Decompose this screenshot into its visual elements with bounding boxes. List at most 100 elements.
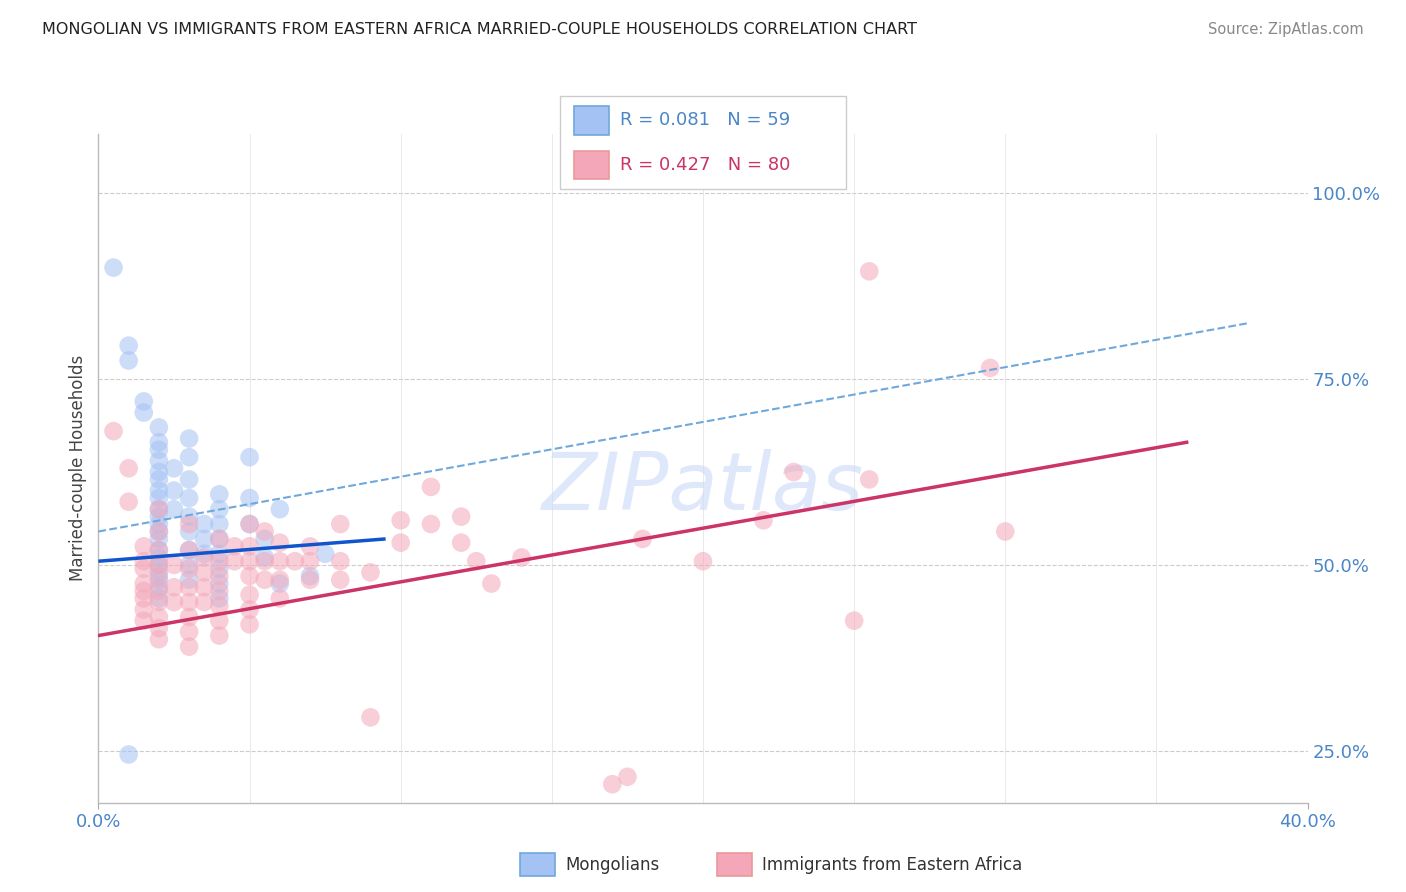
Point — [132, 584, 155, 599]
Point — [269, 576, 291, 591]
Point — [132, 554, 155, 568]
Point — [208, 547, 231, 561]
Point — [179, 491, 201, 505]
Point — [253, 550, 276, 565]
Point — [239, 554, 262, 568]
Point — [163, 595, 186, 609]
Point — [163, 558, 186, 572]
Point — [148, 558, 170, 572]
Point — [179, 610, 201, 624]
Point — [420, 517, 443, 532]
Point — [179, 543, 201, 558]
Point — [284, 554, 307, 568]
Point — [148, 595, 170, 609]
Point — [179, 450, 201, 465]
Point — [329, 554, 352, 568]
Point — [132, 406, 155, 420]
Point — [148, 573, 170, 587]
Point — [420, 480, 443, 494]
Point — [269, 554, 291, 568]
Text: Source: ZipAtlas.com: Source: ZipAtlas.com — [1208, 22, 1364, 37]
Point — [329, 573, 352, 587]
Text: Mongolians: Mongolians — [565, 856, 659, 874]
Point — [163, 461, 186, 475]
Point — [148, 502, 170, 516]
Point — [179, 573, 201, 587]
Point — [148, 532, 170, 546]
Point — [360, 566, 382, 580]
Point — [253, 573, 276, 587]
Point — [179, 595, 201, 609]
Point — [208, 532, 231, 546]
Point — [844, 614, 866, 628]
Y-axis label: Married-couple Households: Married-couple Households — [69, 355, 87, 582]
Point — [239, 617, 262, 632]
Point — [132, 614, 155, 628]
Point — [148, 473, 170, 487]
Point — [132, 591, 155, 606]
Point — [163, 483, 186, 498]
Point — [179, 473, 201, 487]
Point — [253, 532, 276, 546]
Point — [148, 491, 170, 505]
Point — [148, 632, 170, 647]
Point — [450, 535, 472, 549]
Point — [179, 624, 201, 639]
Point — [148, 524, 170, 539]
Point — [132, 602, 155, 616]
Point — [208, 614, 231, 628]
Point — [299, 569, 322, 583]
Text: R = 0.427   N = 80: R = 0.427 N = 80 — [620, 156, 790, 174]
Point — [239, 491, 262, 505]
Point — [179, 558, 201, 572]
Point — [783, 465, 806, 479]
Point — [360, 710, 382, 724]
Point — [269, 573, 291, 587]
Point — [253, 554, 276, 568]
Point — [148, 591, 170, 606]
Point — [389, 513, 412, 527]
Point — [193, 595, 215, 609]
Point — [239, 602, 262, 616]
Point — [208, 532, 231, 546]
Point — [179, 432, 201, 446]
Point — [239, 450, 262, 465]
Point — [858, 473, 880, 487]
Point — [193, 550, 215, 565]
Point — [179, 580, 201, 594]
Point — [179, 543, 201, 558]
Point — [148, 550, 170, 565]
Point — [239, 569, 262, 583]
Point — [179, 640, 201, 654]
Text: ZIPatlas: ZIPatlas — [541, 450, 865, 527]
Text: Immigrants from Eastern Africa: Immigrants from Eastern Africa — [762, 856, 1022, 874]
Point — [118, 353, 141, 368]
Point — [208, 569, 231, 583]
Point — [208, 599, 231, 613]
Point — [631, 532, 654, 546]
Point — [510, 550, 533, 565]
Point — [314, 547, 336, 561]
Point — [193, 566, 215, 580]
Point — [224, 554, 246, 568]
Point — [616, 770, 638, 784]
Point — [118, 495, 141, 509]
Point — [208, 576, 231, 591]
Point — [148, 454, 170, 468]
Point — [239, 539, 262, 553]
Point — [193, 532, 215, 546]
Point — [193, 580, 215, 594]
Point — [148, 558, 170, 572]
Point — [858, 264, 880, 278]
Point — [239, 588, 262, 602]
Point — [163, 502, 186, 516]
Point — [450, 509, 472, 524]
Point — [148, 580, 170, 594]
Point — [239, 517, 262, 532]
Point — [269, 535, 291, 549]
Point — [148, 524, 170, 539]
Point — [148, 465, 170, 479]
Point — [329, 517, 352, 532]
Point — [148, 502, 170, 516]
Point — [299, 554, 322, 568]
